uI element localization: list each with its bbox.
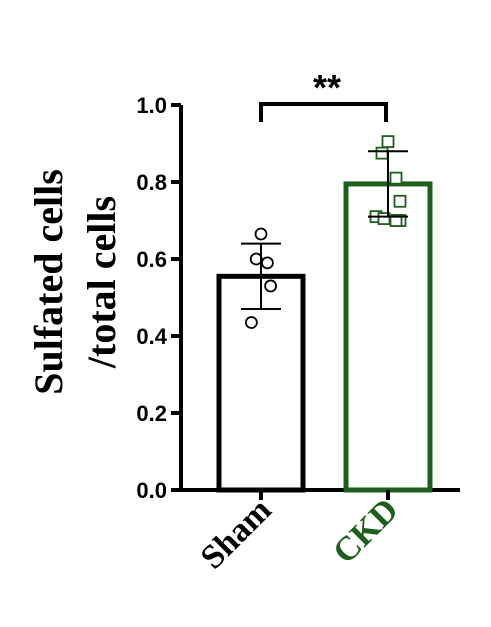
bar: [216, 273, 306, 493]
data-point: [389, 171, 403, 185]
x-categories: Sham CKD: [194, 490, 406, 576]
data-point: [264, 279, 278, 293]
data-point: [389, 214, 403, 227]
y-tick-label: 1.0: [136, 93, 167, 118]
x-category-label: Sham: [194, 491, 279, 576]
y-axis-label-line2: /total cells: [79, 196, 124, 369]
x-category-label: CKD: [326, 491, 406, 571]
bars: [216, 181, 433, 493]
y-axis-label-line1: Sulfated cells: [26, 169, 71, 395]
data-point: [244, 316, 258, 329]
y-axis-label: Sulfated cells /total cells: [26, 169, 124, 395]
y-tick-label: 0.2: [136, 401, 167, 426]
significance-bracket-line: [259, 102, 388, 122]
bar: [343, 181, 433, 493]
data-point: [375, 146, 389, 160]
significance-bracket: **: [259, 67, 388, 122]
data-point: [377, 212, 391, 225]
data-point: [381, 135, 395, 148]
y-tick-label: 0.8: [136, 170, 167, 195]
data-points: [244, 135, 407, 329]
y-tick-label: 0.6: [136, 247, 167, 272]
error-bars: [241, 150, 408, 311]
data-point: [393, 194, 407, 208]
y-ticks: 0.0 0.2 0.4 0.6 0.8 1.0: [136, 93, 181, 503]
significance-label: **: [313, 67, 341, 108]
y-tick-label: 0.4: [136, 324, 167, 349]
y-tick-label: 0.0: [136, 478, 167, 503]
data-point: [254, 227, 268, 241]
data-point: [260, 256, 274, 270]
